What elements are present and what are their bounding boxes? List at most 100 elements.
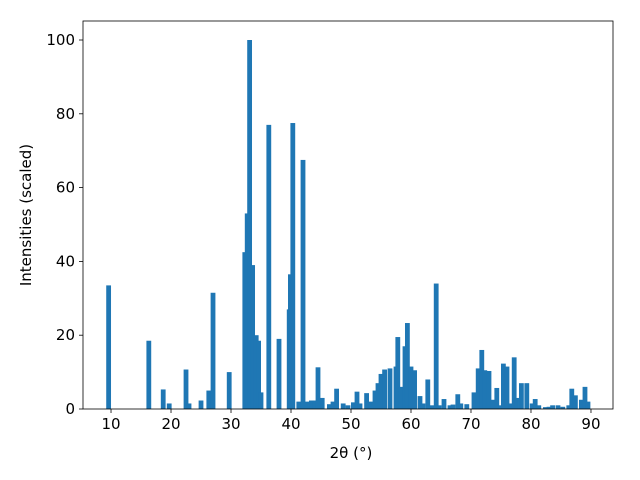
bar <box>479 349 485 409</box>
bar <box>312 400 318 409</box>
bar <box>455 394 461 409</box>
bar <box>106 285 112 409</box>
bar <box>500 363 506 409</box>
x-tick-label: 80 <box>521 415 540 433</box>
y-tick-label: 100 <box>46 31 75 49</box>
bar <box>471 392 477 409</box>
bar <box>524 383 530 409</box>
bar <box>447 405 453 409</box>
bar <box>300 159 306 409</box>
bar <box>198 400 204 409</box>
bar <box>514 397 519 409</box>
bar <box>542 407 548 409</box>
y-tick-label: 40 <box>56 252 75 270</box>
bar <box>585 401 591 409</box>
bar <box>160 389 166 409</box>
bar <box>327 404 332 409</box>
bar <box>560 406 566 409</box>
x-tick-label: 90 <box>581 415 600 433</box>
bar <box>458 403 464 409</box>
x-axis-label: 2θ (°) <box>330 444 373 462</box>
bar <box>309 400 314 409</box>
bar <box>395 337 401 409</box>
x-tick-label: 70 <box>461 415 480 433</box>
bar <box>429 405 435 409</box>
x-tick-label: 40 <box>281 415 300 433</box>
bar <box>340 403 346 409</box>
bar <box>206 390 212 409</box>
bar <box>364 393 369 409</box>
y-tick-label: 20 <box>56 326 75 344</box>
bar <box>436 405 442 409</box>
y-tick-label: 80 <box>56 105 75 123</box>
bar <box>166 403 172 409</box>
bar <box>357 403 363 409</box>
y-axis-label: Intensities (scaled) <box>17 144 35 286</box>
bar <box>258 392 264 409</box>
bar <box>247 40 253 410</box>
bar <box>566 405 572 409</box>
bar <box>315 367 321 409</box>
bar <box>382 369 387 409</box>
bar <box>226 372 232 409</box>
x-tick-label: 30 <box>221 415 240 433</box>
bar <box>546 406 552 409</box>
bar <box>186 403 192 409</box>
bar <box>375 383 381 409</box>
bar <box>433 283 439 409</box>
bar <box>372 390 378 409</box>
bar <box>486 370 492 409</box>
bar <box>425 379 431 409</box>
bar <box>582 386 588 409</box>
bar <box>368 401 374 409</box>
bar <box>532 399 538 409</box>
plot-area <box>106 40 591 410</box>
bar <box>518 383 524 409</box>
bar <box>250 265 256 409</box>
x-tick-label: 10 <box>101 415 120 433</box>
bar <box>494 387 500 409</box>
bar <box>550 405 555 409</box>
bar <box>417 396 423 409</box>
bar <box>555 405 561 409</box>
bar <box>490 399 495 409</box>
bar <box>412 370 417 409</box>
y-tick-label: 60 <box>56 179 75 197</box>
bar <box>450 404 456 409</box>
bar <box>290 123 296 409</box>
bar <box>569 388 575 409</box>
bar <box>210 292 216 409</box>
bar <box>304 401 310 409</box>
bar <box>146 340 152 409</box>
bar <box>296 401 302 409</box>
bar <box>408 366 414 409</box>
bar <box>529 403 535 409</box>
bar <box>508 403 513 409</box>
bar <box>578 399 584 409</box>
bar <box>464 404 470 409</box>
bar <box>266 124 272 410</box>
bar <box>475 368 481 409</box>
bar <box>398 386 404 409</box>
bar <box>504 366 510 409</box>
bar <box>345 405 351 409</box>
bar <box>319 397 325 409</box>
bar <box>482 370 488 409</box>
axes-frame <box>82 20 614 410</box>
bar <box>183 369 189 409</box>
bar <box>378 373 384 409</box>
bar <box>354 391 360 409</box>
bar <box>387 368 393 409</box>
x-tick-label: 60 <box>401 415 420 433</box>
bar <box>420 403 426 409</box>
bar <box>511 357 517 409</box>
x-tick-label: 20 <box>161 415 180 433</box>
bar <box>276 338 282 409</box>
bar <box>330 401 336 409</box>
bar <box>572 395 578 409</box>
bar <box>350 402 356 409</box>
x-tick-label: 50 <box>341 415 360 433</box>
bar <box>334 388 340 409</box>
bar <box>536 405 542 409</box>
